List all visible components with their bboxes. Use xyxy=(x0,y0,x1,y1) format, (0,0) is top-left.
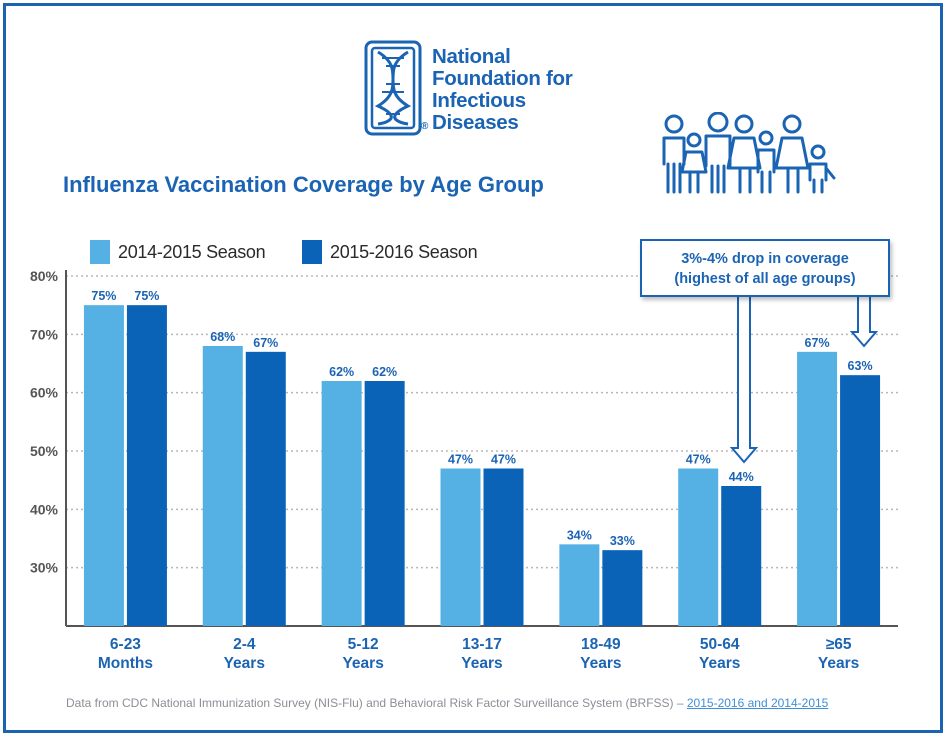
source-link[interactable]: 2015-2016 and 2014-2015 xyxy=(686,696,829,710)
y-tick-label: 30% xyxy=(30,560,59,576)
drop-callout: 3%‑4% drop in coverage (highest of all a… xyxy=(640,239,890,297)
data-label: 67% xyxy=(253,336,278,350)
bar xyxy=(202,346,243,626)
y-tick-label: 40% xyxy=(30,501,59,517)
bar xyxy=(364,381,405,626)
category-label: 18-49 xyxy=(581,636,621,653)
category-label: 2-4 xyxy=(233,636,256,653)
y-tick-label: 70% xyxy=(30,326,59,342)
data-label: 47% xyxy=(491,453,516,467)
callout-arrow-50-64 xyxy=(729,295,759,464)
category-label: 6-23 xyxy=(110,636,141,653)
category-label: 13-17 xyxy=(462,636,502,653)
data-label: 67% xyxy=(805,336,830,350)
data-label: 68% xyxy=(210,330,235,344)
callout-line-2: (highest of all age groups) xyxy=(674,271,856,287)
chart-title: Influenza Vaccination Coverage by Age Gr… xyxy=(63,172,544,197)
data-label: 63% xyxy=(848,359,873,373)
source-text: Data from CDC National Immunization Surv… xyxy=(66,696,687,710)
org-name-line: Diseases xyxy=(432,111,519,134)
data-label: 44% xyxy=(729,470,754,484)
data-label: 33% xyxy=(610,534,635,548)
data-label: 75% xyxy=(91,289,116,303)
bar xyxy=(440,468,481,626)
y-tick-label: 60% xyxy=(30,385,59,401)
dna-helix-logo-icon xyxy=(364,40,422,136)
data-label: 62% xyxy=(329,365,354,379)
callout-line-1: 3%‑4% drop in coverage xyxy=(681,251,849,267)
bar xyxy=(126,305,167,626)
category-label: Years xyxy=(224,655,265,672)
legend-item-2015: 2015-2016 Season xyxy=(302,238,478,266)
bar xyxy=(797,351,838,626)
data-label: 75% xyxy=(134,289,159,303)
y-tick-label: 80% xyxy=(30,268,59,284)
data-label: 47% xyxy=(448,453,473,467)
bar xyxy=(245,351,286,626)
category-label: Years xyxy=(818,655,859,672)
bar xyxy=(483,468,524,626)
category-label: Years xyxy=(699,655,740,672)
bar xyxy=(602,550,643,626)
data-label: 47% xyxy=(686,453,711,467)
category-label: 5-12 xyxy=(348,636,379,653)
category-label: ≥65 xyxy=(826,636,852,653)
bar xyxy=(721,486,762,626)
bar xyxy=(840,375,881,626)
org-name: National Foundation for Infectious Disea… xyxy=(432,45,573,134)
bar xyxy=(559,544,600,626)
legend-label-2015: 2015-2016 Season xyxy=(330,241,478,262)
bar xyxy=(678,468,719,626)
category-label: Years xyxy=(580,655,621,672)
legend-swatch-2014 xyxy=(90,240,110,264)
category-label: Years xyxy=(461,655,502,672)
org-name-line: Infectious xyxy=(432,89,526,112)
data-label: 62% xyxy=(372,365,397,379)
legend-label-2014: 2014-2015 Season xyxy=(118,241,266,262)
data-label: 34% xyxy=(567,528,592,542)
category-label: Months xyxy=(98,655,153,672)
org-name-line: National xyxy=(432,45,511,68)
legend-item-2014: 2014-2015 Season xyxy=(90,238,266,266)
org-name-line: Foundation for xyxy=(432,67,573,90)
category-label: Years xyxy=(342,655,383,672)
family-icon xyxy=(662,112,836,194)
y-tick-label: 50% xyxy=(30,443,59,459)
source-note: Data from CDC National Immunization Surv… xyxy=(66,696,828,710)
callout-arrow-65 xyxy=(849,295,879,348)
registered-mark: ® xyxy=(421,121,429,132)
legend-swatch-2015 xyxy=(302,240,322,264)
category-label: 50-64 xyxy=(700,636,740,653)
bar xyxy=(83,305,124,626)
bar xyxy=(321,381,362,626)
